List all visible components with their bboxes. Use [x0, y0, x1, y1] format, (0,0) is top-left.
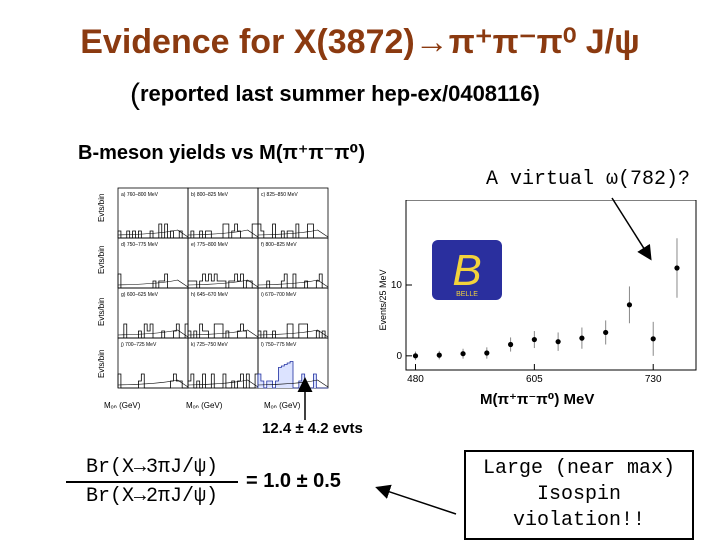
mbc-fit-curve [187, 379, 259, 388]
slide-title: Evidence for X(3872)→π⁺π⁻π⁰ J/ψ [80, 23, 640, 61]
mbc-histogram [187, 373, 259, 389]
evtsbin-label-2: Evts/bin [97, 246, 106, 274]
mbc-panel-title: i) 670–700 MeV [261, 292, 297, 298]
mbc-histogram [117, 373, 188, 389]
chart-y-tick-label: 0 [396, 351, 402, 362]
chart-xlabel: M(π⁺π⁻π⁰) MeV [480, 391, 595, 408]
slide-subtitle: (reported last summer hep-ex/0408116) [130, 78, 540, 112]
chart-point [674, 265, 680, 271]
virtual-omega-label: A virtual ω(782)? [486, 168, 691, 191]
belle-logo-letter: B [452, 246, 481, 295]
chart-point [412, 353, 419, 359]
mbc-axis-label-3: Mₒₙ (GeV) [264, 401, 301, 410]
chart-point [579, 335, 585, 341]
section-label: B-meson yields vs M(π⁺π⁻π⁰) [78, 142, 365, 164]
mbc-axis-label-1: Mₒₙ (GeV) [104, 401, 141, 410]
mbc-fit-curve [257, 329, 329, 338]
mbc-fit-curve [187, 229, 259, 238]
chart-point [603, 329, 609, 336]
evtsbin-label-3: Evts/bin [97, 298, 106, 326]
mbc-panel-title: g) 600–625 MeV [121, 292, 159, 298]
chart-point [484, 350, 490, 356]
subtitle-paren: ( [130, 78, 140, 111]
chart-x-tick-label: 480 [407, 374, 424, 385]
evts-label: 12.4 ± 4.2 evts [262, 420, 363, 437]
mbc-histogram [257, 323, 328, 339]
mbc-panel: l) 750–775 MeV [257, 337, 329, 389]
chart-point [460, 351, 466, 357]
mbc-fit-curve [117, 229, 189, 238]
chart-point [531, 336, 537, 343]
arrow-to-ratio [375, 484, 457, 515]
chart-point [436, 352, 442, 358]
mbc-panel-title: a) 760–800 MeV [121, 192, 159, 198]
belle-logo-sub: BELLE [456, 291, 478, 298]
conclusion-box: Large (near max) Isospin violation!! [464, 450, 694, 540]
mbc-panel-title: l) 750–775 MeV [261, 342, 297, 348]
chart-x-tick-label: 730 [645, 374, 662, 385]
ratio-numerator: Br(X→3πJ/ψ) [66, 456, 238, 483]
belle-logo: B BELLE [432, 240, 502, 300]
conclusion-line-1: Large (near max) [482, 457, 676, 480]
mbc-fit-curve [257, 279, 329, 288]
mbc-panel-title: c) 825–850 MeV [261, 192, 298, 198]
mbc-histogram [257, 361, 328, 389]
conclusion-line-2: Isospin violation!! [512, 483, 646, 532]
chart-point [650, 336, 656, 342]
mbc-panel-title: b) 800–825 MeV [191, 192, 229, 198]
evtsbin-label-4: Evts/bin [97, 350, 106, 378]
chart-x-tick-label: 605 [526, 374, 543, 385]
mbc-panel-title: d) 750–775 MeV [121, 242, 159, 248]
ratio-value: = 1.0 ± 0.5 [246, 470, 341, 492]
mbc-fit-curve [117, 279, 189, 288]
mbc-panel-title: j) 700–725 MeV [120, 342, 157, 348]
mbc-fit-curve [187, 329, 259, 338]
ratio-denominator: Br(X→2πJ/ψ) [85, 485, 219, 508]
belle-logo-bg [432, 240, 502, 300]
mbc-fit-curve [117, 329, 189, 338]
mbc-panel-title: f) 800–825 MeV [261, 242, 297, 248]
mbc-fit-curve [187, 279, 259, 288]
arrow-to-omega [611, 197, 652, 261]
mbc-panel-title: e) 775–800 MeV [191, 242, 229, 248]
chart-ylabel: Events/25 MeV [378, 269, 388, 330]
mbc-axis-label-2: Mₒₙ (GeV) [186, 401, 223, 410]
evtsbin-label-1: Evts/bin [97, 194, 106, 222]
chart-point [507, 341, 514, 348]
mbc-fit-curve [257, 379, 329, 388]
branching-ratio: Br(X→3πJ/ψ) Br(X→2πJ/ψ) [66, 456, 238, 508]
subtitle-text: reported last summer hep-ex/0408116) [140, 81, 540, 106]
mbc-panel-title: h) 645–670 MeV [191, 292, 229, 298]
chart-y-tick-label: 10 [391, 280, 403, 291]
mbc-fit-curve [117, 379, 189, 388]
chart-point [555, 339, 561, 345]
mbc-panel-grid: a) 760–800 MeV b) 800–825 MeV c) 825–850 M… [117, 187, 329, 389]
mbc-panels-figure: a) 760–800 MeV b) 800–825 MeV c) 825–850 M… [97, 187, 329, 410]
mbc-panel-title: k) 725–750 MeV [191, 342, 228, 348]
chart-point [626, 302, 633, 308]
omega-mass-chart: 480 605 730 0 10 Events/25 MeV B BELLE [378, 200, 697, 385]
mbc-fit-curve [257, 229, 329, 238]
